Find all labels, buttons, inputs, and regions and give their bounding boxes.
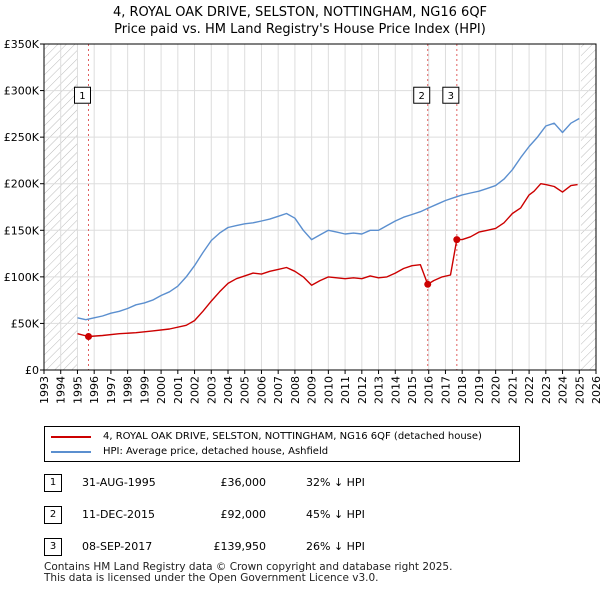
- x-tick-label: 2009: [306, 376, 319, 404]
- x-tick-label: 2008: [289, 376, 302, 404]
- x-tick-label: 1994: [55, 376, 68, 404]
- sale-hpi-diff: 45% ↓ HPI: [306, 508, 365, 521]
- x-tick-label: 2002: [189, 376, 202, 404]
- sale-row: 3 08-SEP-2017 £139,950 26% ↓ HPI: [44, 538, 444, 558]
- sale-number-badge: 1: [44, 474, 62, 492]
- plot-frame: [43, 43, 597, 371]
- x-tick-label: 2022: [523, 376, 536, 404]
- x-tick-label: 2010: [322, 376, 335, 404]
- x-tick-label: 2016: [423, 376, 436, 404]
- hatched-region: [580, 44, 596, 370]
- legend-item-property: 4, ROYAL OAK DRIVE, SELSTON, NOTTINGHAM,…: [51, 429, 482, 444]
- legend: 4, ROYAL OAK DRIVE, SELSTON, NOTTINGHAM,…: [44, 426, 520, 462]
- y-tick-label: £50K: [11, 317, 40, 330]
- sale-row: 2 11-DEC-2015 £92,000 45% ↓ HPI: [44, 506, 444, 526]
- x-tick-label: 2019: [473, 376, 486, 404]
- legend-swatch-property: [51, 435, 91, 438]
- sale-hpi-diff: 32% ↓ HPI: [306, 476, 365, 489]
- legend-swatch-hpi: [51, 450, 91, 453]
- x-tick-label: 1996: [88, 376, 101, 404]
- sale-date: 08-SEP-2017: [82, 540, 153, 553]
- x-tick-label: 2004: [222, 376, 235, 404]
- x-tick-label: 2024: [557, 376, 570, 404]
- x-tick-label: 2017: [439, 376, 452, 404]
- sale-number-badge: 3: [44, 538, 62, 556]
- sale-point: [424, 280, 432, 288]
- y-tick-label: £200K: [4, 178, 40, 191]
- x-tick-label: 1997: [105, 376, 118, 404]
- x-tick-label: 1993: [38, 376, 51, 404]
- footer-line-2: This data is licensed under the Open Gov…: [44, 572, 379, 584]
- legend-label-property: 4, ROYAL OAK DRIVE, SELSTON, NOTTINGHAM,…: [103, 431, 482, 442]
- sale-marker-badge: [73, 86, 91, 104]
- sale-number-badge: 2: [44, 506, 62, 524]
- x-tick-label: 2001: [172, 376, 185, 404]
- price-chart: 1 2 3 £0 £50K £100K £150K £200K £250K £300K £350K…: [4, 38, 600, 404]
- y-tick-label: £250K: [4, 131, 40, 144]
- chart-title: 4, ROYAL OAK DRIVE, SELSTON, NOTTINGHAM,…: [0, 4, 600, 38]
- x-tick-label: 2015: [406, 376, 419, 404]
- x-tick-label: 2014: [389, 376, 402, 404]
- sale-marker-badge: [442, 86, 460, 104]
- sale-hpi-diff: 26% ↓ HPI: [306, 540, 365, 553]
- x-tick-label: 2021: [506, 376, 519, 404]
- x-tick-label: 2012: [356, 376, 369, 404]
- x-tick-label: 2007: [272, 376, 285, 404]
- sale-price: £139,950: [213, 540, 267, 553]
- hpi-series-line: [77, 117, 580, 321]
- sale-date: 31-AUG-1995: [82, 476, 156, 489]
- footer-attribution: Contains HM Land Registry data © Crown c…: [44, 562, 452, 584]
- sale-marker-label: 2: [419, 91, 425, 102]
- x-tick-label: 2023: [540, 376, 553, 404]
- sale-marker-label: 1: [79, 91, 85, 102]
- x-tick-label: 2026: [590, 376, 600, 404]
- y-tick-label: £350K: [4, 38, 40, 51]
- x-tick-label: 2006: [255, 376, 268, 404]
- x-tick-label: 2013: [373, 376, 386, 404]
- x-tick-label: 2003: [205, 376, 218, 404]
- sale-marker-badge: [413, 86, 431, 104]
- y-tick-label: £300K: [4, 85, 40, 98]
- sale-point: [453, 236, 461, 244]
- sale-marker-label: 3: [448, 91, 454, 102]
- x-tick-label: 1998: [122, 376, 135, 404]
- x-tick-label: 2020: [490, 376, 503, 404]
- sale-point: [84, 332, 92, 340]
- property-series-line: [77, 182, 578, 338]
- title-line-1: 4, ROYAL OAK DRIVE, SELSTON, NOTTINGHAM,…: [112, 5, 488, 20]
- title-line-2: Price paid vs. HM Land Registry's House …: [114, 22, 486, 37]
- x-tick-label: 2018: [456, 376, 469, 404]
- x-tick-label: 2025: [573, 376, 586, 404]
- y-tick-label: £100K: [4, 271, 40, 284]
- x-tick-label: 1995: [71, 376, 84, 404]
- footer-line-1: Contains HM Land Registry data © Crown c…: [44, 561, 453, 573]
- x-tick-label: 1999: [138, 376, 151, 404]
- x-tick-label: 2011: [339, 376, 352, 404]
- y-tick-label: £0: [25, 364, 39, 377]
- x-tick-label: 2000: [155, 376, 168, 404]
- legend-label-hpi: HPI: Average price, detached house, Ashf…: [103, 446, 329, 457]
- sale-row: 1 31-AUG-1995 £36,000 32% ↓ HPI: [44, 474, 444, 494]
- y-tick-label: £150K: [4, 224, 40, 237]
- sale-date: 11-DEC-2015: [82, 508, 156, 521]
- x-tick-label: 2005: [239, 376, 252, 404]
- legend-item-hpi: HPI: Average price, detached house, Ashf…: [51, 444, 328, 459]
- sale-price: £92,000: [220, 508, 267, 521]
- sale-price: £36,000: [220, 476, 267, 489]
